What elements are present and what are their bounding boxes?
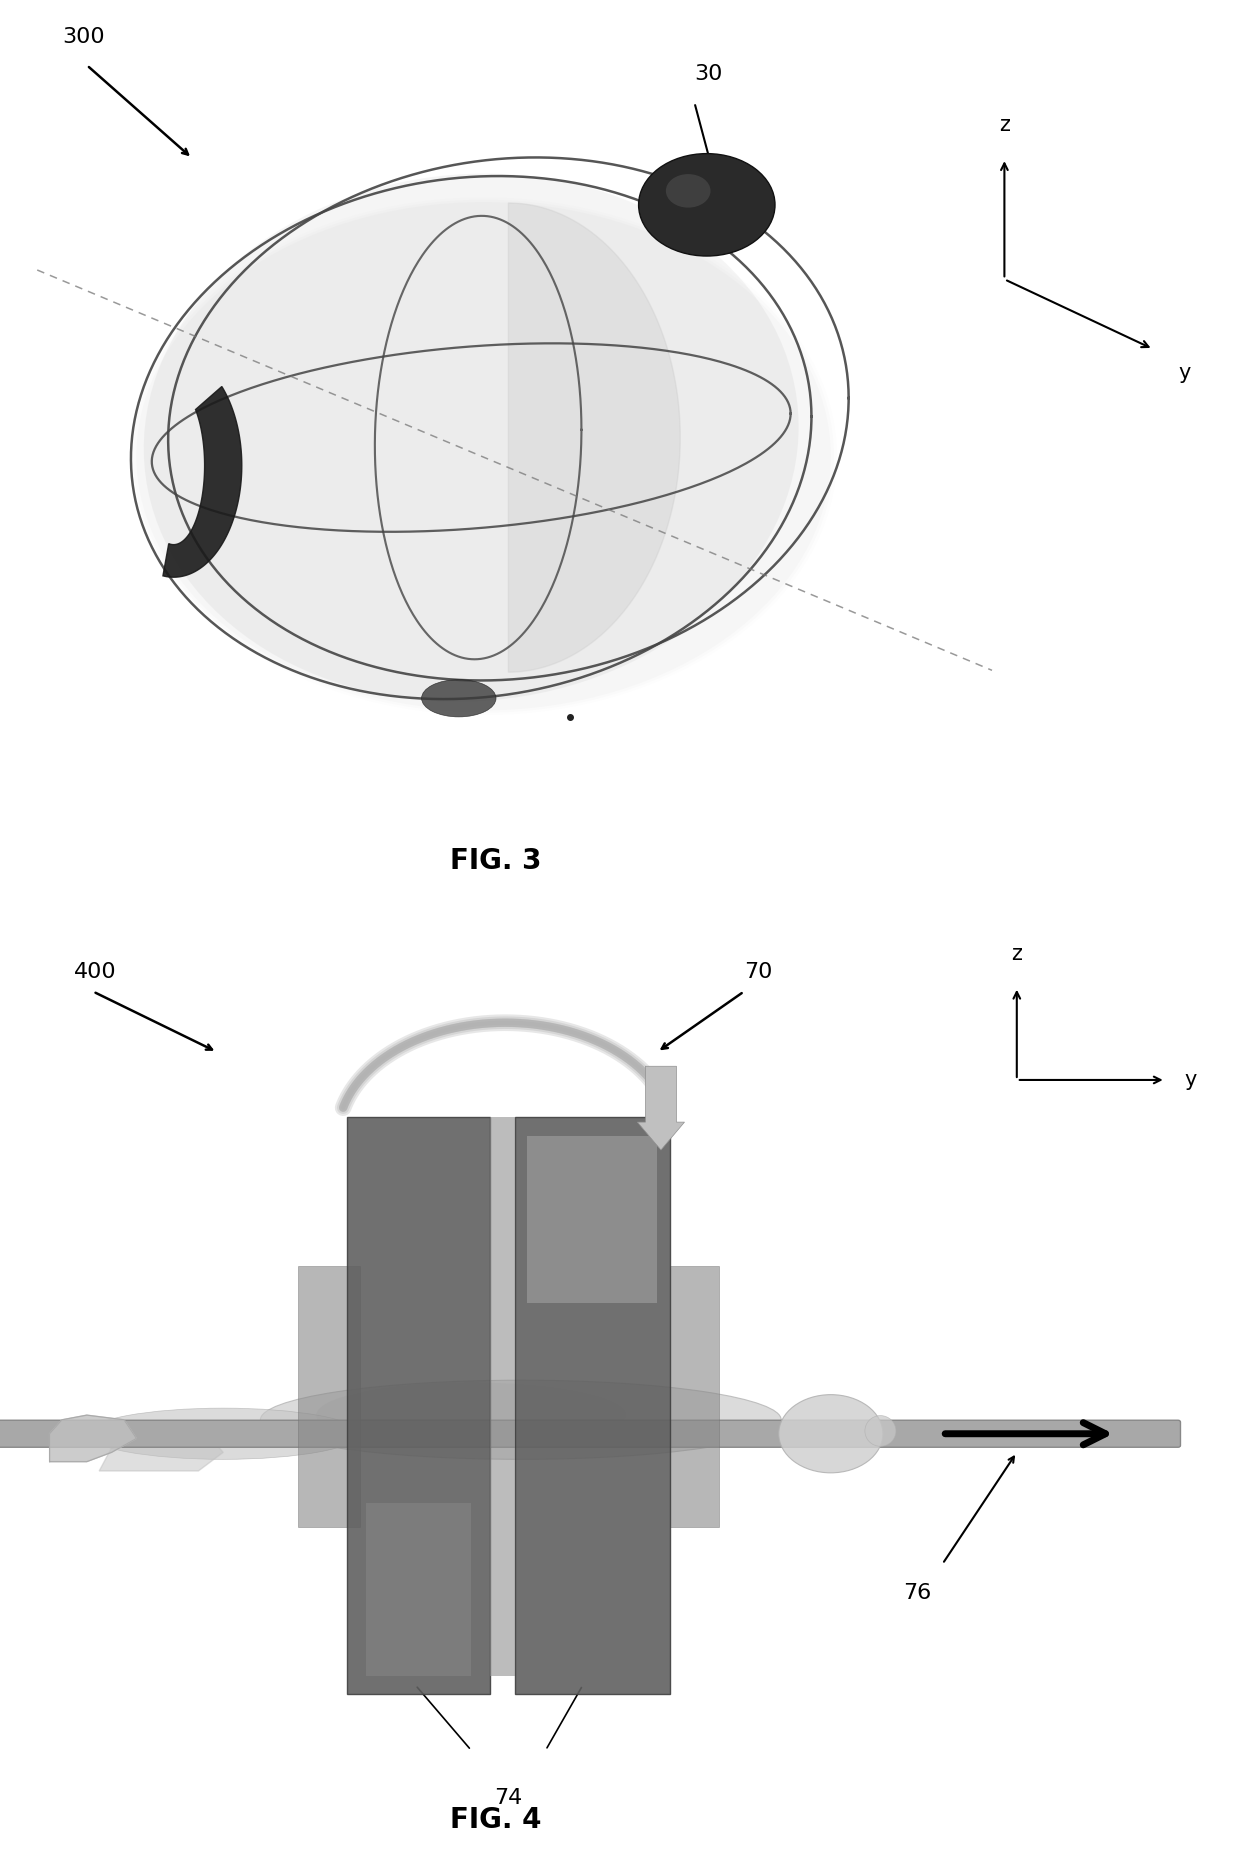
FancyBboxPatch shape [366, 1503, 471, 1676]
Text: 76: 76 [904, 1583, 931, 1603]
Ellipse shape [136, 203, 831, 711]
Ellipse shape [134, 199, 835, 713]
FancyArrow shape [637, 1067, 684, 1151]
FancyBboxPatch shape [298, 1266, 360, 1527]
Ellipse shape [422, 680, 496, 717]
FancyBboxPatch shape [670, 1266, 719, 1527]
Ellipse shape [316, 1382, 626, 1449]
Ellipse shape [866, 1415, 895, 1447]
FancyBboxPatch shape [0, 1421, 1180, 1447]
FancyBboxPatch shape [490, 1117, 515, 1676]
FancyBboxPatch shape [527, 1136, 657, 1303]
Text: y: y [1184, 1071, 1197, 1089]
Text: z: z [999, 115, 1009, 136]
Ellipse shape [87, 1408, 360, 1460]
Text: FIG. 3: FIG. 3 [450, 847, 542, 875]
Polygon shape [99, 1424, 223, 1471]
Ellipse shape [260, 1380, 781, 1460]
Text: FIG. 4: FIG. 4 [450, 1806, 542, 1834]
FancyBboxPatch shape [515, 1117, 670, 1694]
FancyBboxPatch shape [347, 1117, 490, 1694]
Ellipse shape [144, 173, 799, 702]
Polygon shape [508, 203, 681, 672]
Text: z: z [1012, 944, 1022, 965]
Circle shape [639, 155, 775, 255]
Text: 30: 30 [694, 63, 723, 84]
Polygon shape [50, 1415, 136, 1462]
Text: 74: 74 [495, 1788, 522, 1808]
Circle shape [779, 1395, 883, 1473]
Text: 400: 400 [74, 963, 117, 983]
Circle shape [666, 173, 711, 209]
Polygon shape [162, 387, 242, 577]
Text: 70: 70 [744, 963, 773, 983]
Text: 300: 300 [62, 26, 104, 47]
Text: y: y [1178, 363, 1190, 384]
